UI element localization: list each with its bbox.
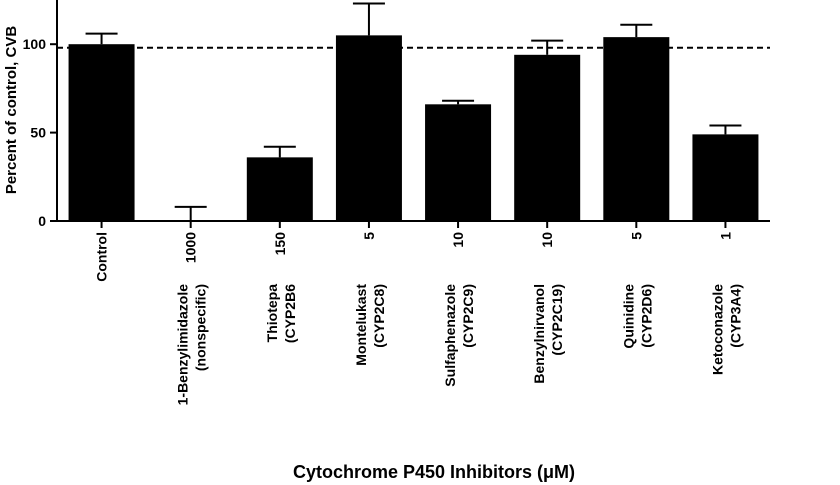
x-tick-dose-label: 10 [539,232,555,248]
x-tick-dose-label: 150 [272,232,288,256]
x-tick-name-label: Quinidine [620,284,636,349]
x-tick-target-label: (CYP2C8) [371,284,387,348]
bar [425,104,492,221]
bar [68,44,135,222]
x-axis-label: Cytochrome P450 Inhibitors (μM) [293,462,575,482]
bar [692,134,759,221]
x-tick-dose-label: 5 [628,232,644,240]
y-axis-label: Percent of control, CVB [3,26,20,195]
x-tick-name-label: 1-Benzylimidazole [175,284,191,406]
bar [603,37,670,222]
x-tick-target-label: (CYP3A4) [727,284,743,348]
x-tick-target-label: (CYP2D6) [638,284,654,348]
bar [335,35,402,221]
bar [514,54,581,221]
plot-area: 0 50 100 Control 1000 1-Benzylimidazole (nonsp… [23,0,770,405]
x-tick-target-label: (nonspecific) [193,284,209,371]
x-tick-name-label: Sulfaphenazole [442,284,458,387]
x-tick-name-label: Control [94,232,110,282]
y-tick-label: 0 [38,213,46,229]
x-tick-name-label: Ketoconazole [709,284,725,375]
x-tick-dose-label: 10 [450,232,466,248]
x-tick-dose-label: 5 [361,232,377,240]
x-tick-target-label: (CYP2B6 [282,284,298,343]
bar [246,157,313,221]
x-tick-dose-label: 1000 [183,232,199,263]
x-tick-name-label: Montelukast [353,284,369,366]
y-tick-label: 50 [30,125,46,141]
x-tick-target-label: (CYP2C19) [549,284,565,356]
x-tick-name-label: Benzylnirvanol [531,284,547,384]
y-tick-label: 100 [23,36,47,52]
x-tick-dose-label: 1 [717,232,733,240]
x-tick-name-label: Thiotepa [264,284,280,343]
x-tick-target-label: (CYP2C9) [460,284,476,348]
